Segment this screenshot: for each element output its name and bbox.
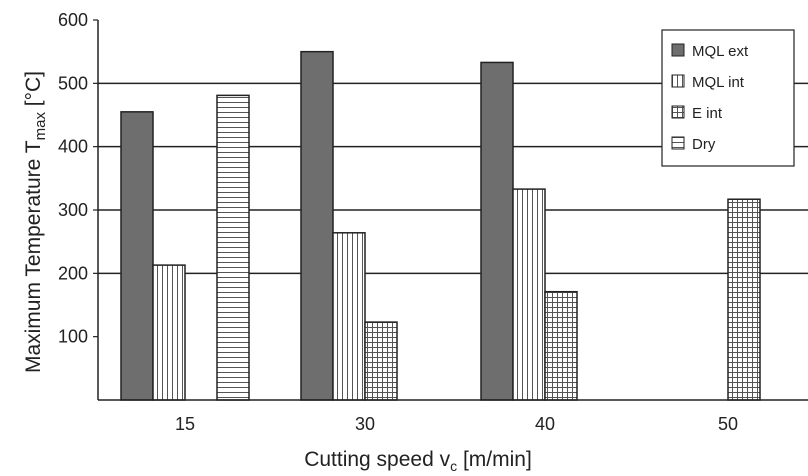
legend-label: Dry	[692, 136, 716, 153]
y-tick-label: 100	[58, 327, 88, 347]
x-tick-label: 50	[718, 414, 738, 434]
bar-e-int-30	[364, 321, 398, 401]
x-tick-label: 15	[175, 414, 195, 434]
legend-swatch	[671, 43, 685, 57]
legend-label: MQL ext	[692, 43, 749, 60]
legend-swatch	[671, 105, 685, 119]
bar-mql-int-40	[512, 188, 546, 401]
bar-mql-ext-30	[300, 50, 334, 401]
y-axis-title: Maximum Temperature Tmax [°C]	[22, 71, 49, 373]
y-tick-label: 400	[58, 137, 88, 157]
legend-label: MQL int	[692, 74, 745, 91]
y-tick-label: 200	[58, 263, 88, 283]
x-axis-title: Cutting speed vc [m/min]	[304, 448, 532, 474]
bar-mql-ext-40	[480, 61, 514, 401]
y-tick-label: 600	[58, 10, 88, 30]
legend-swatch	[671, 74, 685, 88]
bar-e-int-50	[727, 198, 761, 401]
bar-dry-15	[216, 94, 250, 401]
bar-e-int-40	[544, 290, 578, 401]
bar-mql-ext-15	[120, 111, 154, 401]
bar-mql-int-15	[152, 264, 186, 401]
bar-mql-int-30	[332, 232, 366, 401]
legend-label: E int	[692, 105, 723, 122]
bars	[120, 50, 761, 401]
legend-swatch	[671, 136, 685, 150]
legend: MQL ext MQL int E int Dry	[661, 29, 795, 167]
y-axis-ticks: 100 200 300 400 500 600	[58, 10, 98, 347]
y-tick-label: 500	[58, 73, 88, 93]
y-tick-label: 300	[58, 200, 88, 220]
x-tick-label: 40	[535, 414, 555, 434]
x-axis-ticks: 15 30 40 50	[175, 414, 738, 434]
x-tick-label: 30	[355, 414, 375, 434]
